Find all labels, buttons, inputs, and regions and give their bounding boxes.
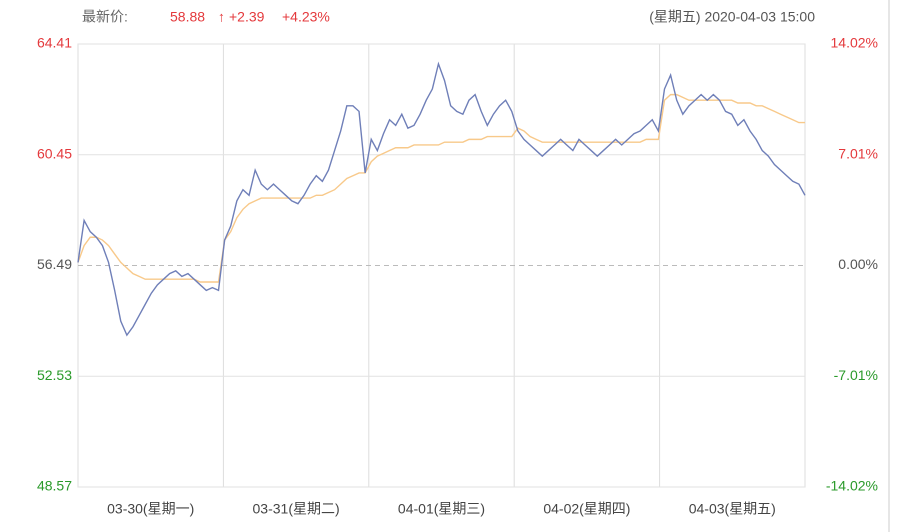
x-tick-label: 04-01(星期三) [398, 501, 485, 517]
y2-tick-label: 7.01% [838, 145, 878, 161]
y2-tick-label: -7.01% [834, 367, 878, 383]
y-tick-label: 52.53 [37, 367, 72, 383]
x-tick-label: 03-31(星期二) [253, 501, 340, 517]
latest-label: 最新价: [82, 9, 128, 25]
arrow: ↑ [218, 9, 225, 25]
y2-tick-label: 0.00% [838, 256, 878, 272]
latest-price: 58.88 [170, 9, 205, 25]
average-line [77, 93, 805, 283]
timestamp: (星期五) 2020-04-03 15:00 [649, 9, 815, 25]
y-tick-label: 48.57 [37, 478, 72, 494]
y-tick-label: 60.45 [37, 145, 72, 161]
y-tick-label: 56.49 [37, 256, 72, 272]
price-line [77, 61, 806, 337]
y2-tick-label: 14.02% [831, 35, 878, 51]
change-pct: +4.23% [282, 9, 330, 25]
y2-tick-label: -14.02% [826, 478, 878, 494]
change: +2.39 [229, 9, 265, 25]
y-tick-label: 64.41 [37, 35, 72, 51]
x-tick-label: 03-30(星期一) [107, 501, 194, 517]
x-tick-label: 04-02(星期四) [543, 501, 630, 517]
x-tick-label: 04-03(星期五) [689, 501, 776, 517]
